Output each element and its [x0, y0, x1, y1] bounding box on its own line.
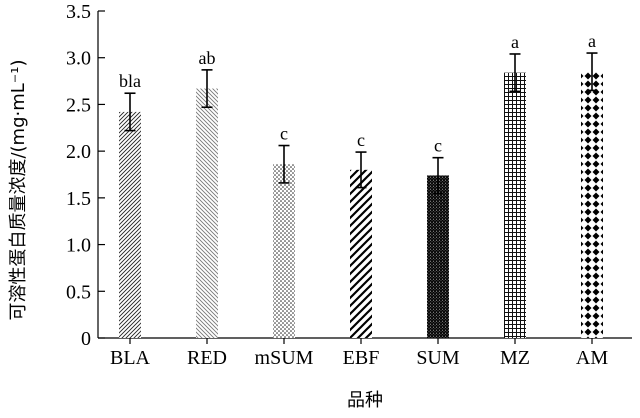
significance-label: c — [434, 136, 442, 156]
x-axis-title: 品种 — [347, 390, 383, 411]
x-tick-label: RED — [187, 347, 227, 369]
y-tick-label: 3.5 — [66, 1, 91, 23]
bar-sum — [427, 175, 449, 338]
x-tick-label: BLA — [110, 347, 151, 369]
y-tick-label: 1.5 — [66, 188, 91, 210]
x-tick-label: SUM — [416, 347, 460, 369]
y-axis-title: 可溶性蛋白质量浓度/(mg·mL⁻¹) — [8, 59, 29, 320]
y-tick-label: 3.0 — [66, 48, 91, 70]
significance-label: bla — [119, 71, 141, 91]
x-tick-label: AM — [576, 347, 608, 369]
bar-ebf — [350, 169, 372, 338]
y-tick-label: 1.0 — [66, 235, 91, 257]
y-tick-label: 0 — [81, 328, 91, 350]
bar-bla — [119, 111, 141, 338]
significance-label: a — [588, 31, 596, 51]
x-tick-label: mSUM — [255, 347, 314, 369]
significance-label: c — [357, 130, 365, 150]
significance-label: a — [511, 32, 519, 52]
bar-msum — [273, 164, 295, 338]
bar-red — [196, 88, 218, 338]
y-tick-label: 2.0 — [66, 141, 91, 163]
y-tick-label: 0.5 — [66, 281, 91, 303]
x-tick-label: MZ — [500, 347, 530, 369]
significance-label: ab — [199, 48, 216, 68]
y-tick-label: 2.5 — [66, 94, 91, 116]
bar-am — [581, 71, 603, 338]
significance-label: c — [280, 124, 288, 144]
x-tick-label: EBF — [343, 347, 380, 369]
bar-mz — [504, 72, 526, 339]
